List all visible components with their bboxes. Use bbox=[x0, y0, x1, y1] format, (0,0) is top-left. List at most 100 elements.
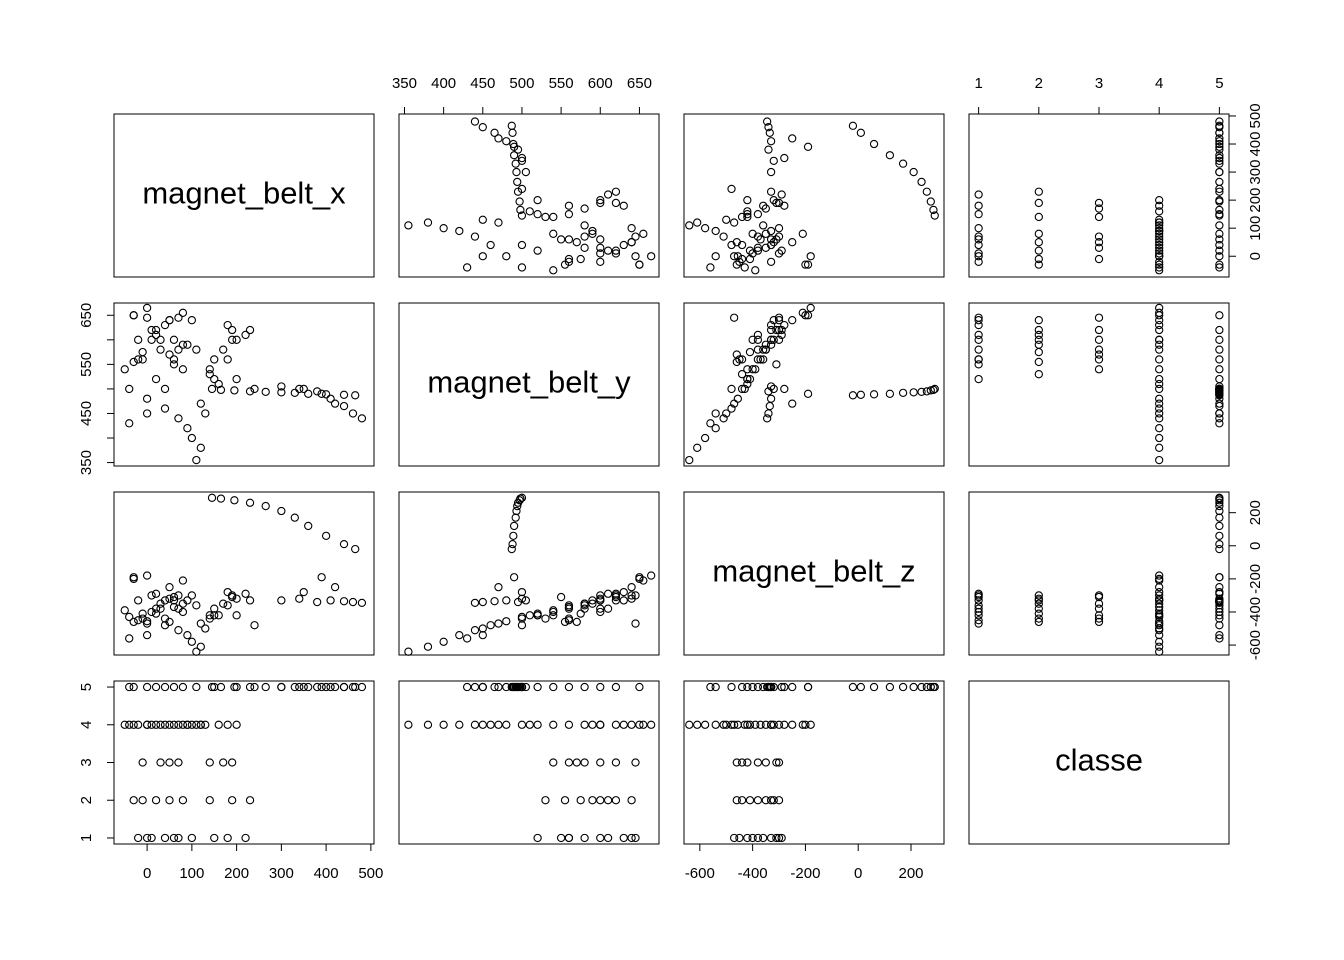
point bbox=[165, 758, 174, 767]
point bbox=[774, 316, 784, 325]
point bbox=[774, 833, 784, 843]
point bbox=[261, 387, 270, 397]
point bbox=[178, 365, 188, 374]
panel bbox=[968, 302, 1230, 467]
point bbox=[1155, 252, 1164, 261]
point bbox=[732, 758, 741, 767]
point bbox=[509, 682, 519, 692]
point bbox=[250, 682, 259, 692]
point bbox=[580, 204, 589, 213]
point bbox=[759, 682, 768, 692]
tick-label: 200 bbox=[1247, 500, 1264, 525]
point bbox=[1215, 263, 1224, 272]
point bbox=[151, 609, 161, 618]
point bbox=[572, 617, 581, 627]
point bbox=[549, 212, 558, 222]
point bbox=[635, 260, 644, 269]
point bbox=[156, 720, 165, 729]
point bbox=[1215, 389, 1224, 398]
point bbox=[183, 596, 192, 605]
point bbox=[183, 424, 192, 433]
point bbox=[330, 399, 340, 408]
point bbox=[762, 414, 772, 423]
point bbox=[803, 142, 813, 151]
point bbox=[1215, 498, 1224, 507]
point bbox=[788, 720, 797, 729]
point bbox=[156, 335, 165, 344]
point bbox=[727, 184, 736, 194]
point bbox=[490, 597, 499, 606]
point bbox=[732, 350, 741, 359]
point bbox=[1215, 611, 1224, 620]
point bbox=[515, 197, 524, 206]
point bbox=[192, 682, 201, 692]
point bbox=[261, 682, 270, 692]
point bbox=[774, 232, 784, 241]
point bbox=[774, 335, 784, 344]
point bbox=[743, 374, 752, 384]
point bbox=[147, 720, 156, 729]
point bbox=[1155, 624, 1164, 633]
point bbox=[423, 642, 433, 651]
point bbox=[151, 325, 161, 335]
point bbox=[277, 382, 286, 391]
point bbox=[1215, 229, 1224, 238]
point bbox=[974, 355, 983, 364]
point bbox=[647, 571, 656, 580]
point bbox=[922, 682, 931, 692]
point bbox=[348, 597, 358, 607]
point bbox=[1094, 604, 1104, 613]
point bbox=[1034, 614, 1043, 623]
point bbox=[549, 229, 558, 238]
point bbox=[737, 355, 747, 364]
point bbox=[917, 682, 926, 692]
point bbox=[129, 311, 138, 320]
panel: magnet_belt_z bbox=[683, 491, 945, 656]
point bbox=[711, 409, 720, 418]
point bbox=[974, 345, 983, 354]
point bbox=[766, 226, 776, 236]
point bbox=[1034, 591, 1043, 600]
point bbox=[926, 682, 935, 692]
point bbox=[974, 619, 983, 628]
point bbox=[1215, 583, 1224, 592]
point bbox=[1215, 621, 1224, 630]
point bbox=[974, 257, 983, 267]
point bbox=[205, 370, 214, 379]
point bbox=[160, 320, 170, 330]
point bbox=[1215, 311, 1224, 320]
point bbox=[762, 117, 772, 126]
tick-label: 0 bbox=[1247, 252, 1264, 260]
point bbox=[210, 355, 219, 364]
point bbox=[232, 335, 241, 344]
point bbox=[777, 833, 786, 843]
point bbox=[1215, 260, 1224, 269]
point bbox=[803, 682, 813, 692]
point bbox=[1215, 513, 1224, 522]
point bbox=[1215, 501, 1224, 511]
point bbox=[685, 221, 694, 230]
panel-frame bbox=[113, 113, 375, 278]
point bbox=[974, 240, 983, 250]
point bbox=[753, 758, 763, 767]
point bbox=[509, 142, 519, 151]
point bbox=[769, 384, 778, 394]
panel-frame bbox=[683, 302, 945, 467]
point bbox=[521, 596, 531, 605]
point bbox=[156, 604, 165, 613]
point bbox=[478, 682, 487, 692]
point bbox=[774, 249, 784, 258]
point bbox=[147, 335, 156, 344]
point bbox=[151, 589, 161, 598]
point bbox=[1155, 642, 1164, 651]
point bbox=[766, 137, 776, 146]
point bbox=[1215, 614, 1224, 623]
point bbox=[455, 720, 464, 729]
point bbox=[753, 246, 763, 255]
point bbox=[178, 607, 188, 617]
point bbox=[1155, 207, 1164, 216]
point bbox=[611, 682, 621, 692]
point bbox=[277, 388, 286, 397]
panel bbox=[683, 302, 945, 467]
point bbox=[780, 682, 789, 692]
